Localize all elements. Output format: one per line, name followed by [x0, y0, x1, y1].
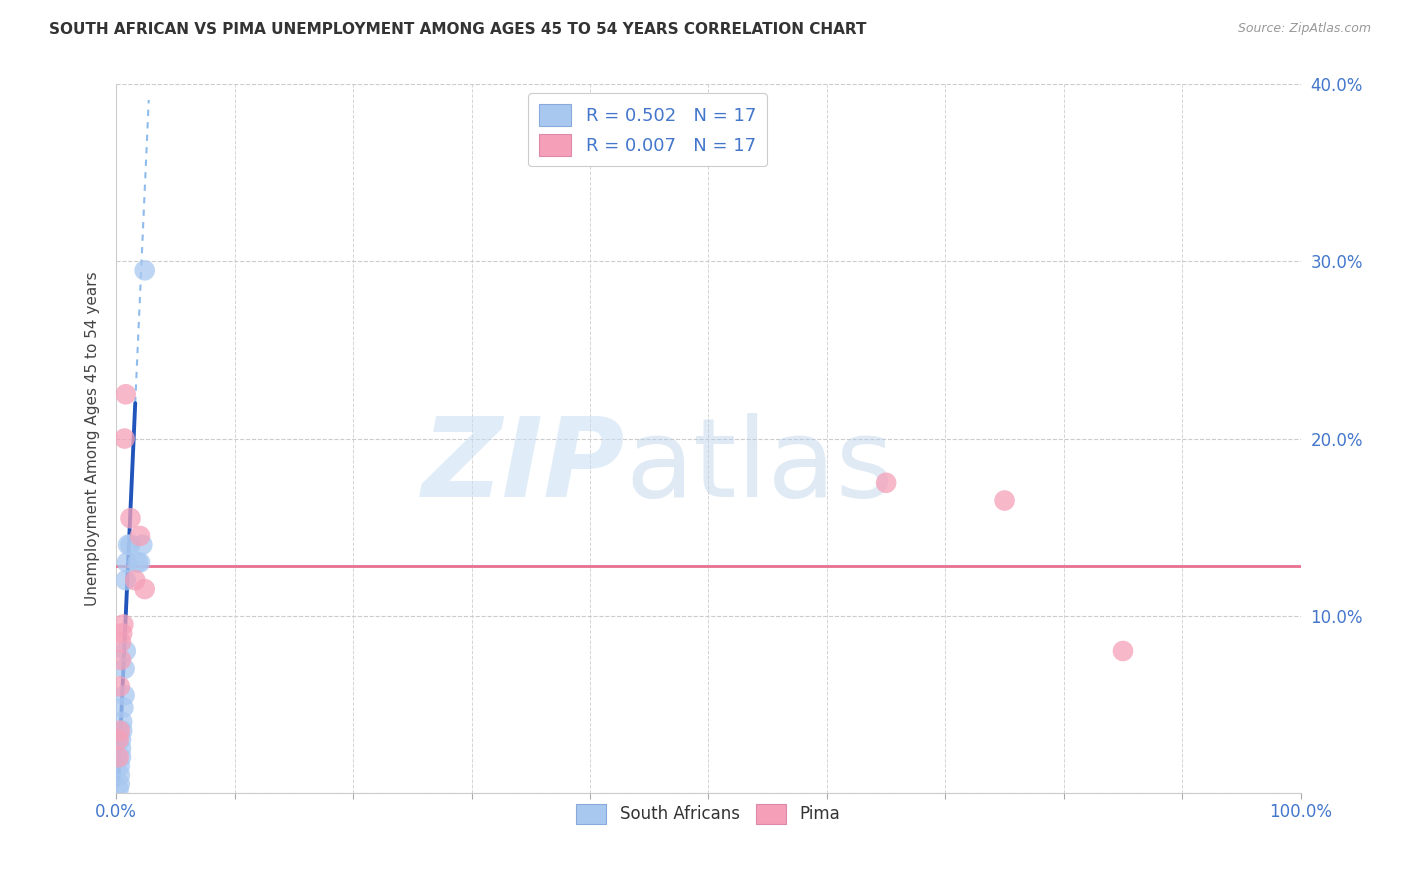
Point [129, 556, 152, 570]
Point [129, 529, 152, 543]
Point [114, 387, 136, 401]
Point [108, 777, 131, 791]
Text: ZIP: ZIP [422, 413, 626, 520]
Point [127, 556, 149, 570]
Point [107, 750, 129, 764]
Point [120, 511, 142, 525]
Point [1112, 644, 1135, 658]
Text: SOUTH AFRICAN VS PIMA UNEMPLOYMENT AMONG AGES 45 TO 54 YEARS CORRELATION CHART: SOUTH AFRICAN VS PIMA UNEMPLOYMENT AMONG… [49, 22, 866, 37]
Point [112, 700, 135, 714]
Point [108, 768, 131, 782]
Point [110, 653, 132, 667]
Point [114, 688, 136, 702]
Point [111, 723, 134, 738]
Point [875, 475, 897, 490]
Point [124, 573, 146, 587]
Text: atlas: atlas [626, 413, 894, 520]
Text: Source: ZipAtlas.com: Source: ZipAtlas.com [1237, 22, 1371, 36]
Point [117, 538, 139, 552]
Point [111, 626, 134, 640]
Point [107, 732, 129, 747]
Point [131, 538, 153, 552]
Point [108, 723, 131, 738]
Point [115, 556, 138, 570]
Point [110, 732, 132, 747]
Point [114, 432, 136, 446]
Point [111, 714, 134, 729]
Y-axis label: Unemployment Among Ages 45 to 54 years: Unemployment Among Ages 45 to 54 years [86, 271, 100, 606]
Point [108, 759, 131, 773]
Point [114, 644, 136, 658]
Point [112, 617, 135, 632]
Point [134, 582, 156, 596]
Point [993, 493, 1015, 508]
Point [110, 750, 132, 764]
Point [110, 741, 132, 756]
Point [134, 263, 156, 277]
Point [108, 680, 131, 694]
Legend: South Africans, Pima: South Africans, Pima [567, 794, 851, 834]
Point [107, 782, 129, 797]
Point [120, 538, 142, 552]
Point [114, 573, 136, 587]
Point [110, 635, 132, 649]
Point [114, 662, 136, 676]
